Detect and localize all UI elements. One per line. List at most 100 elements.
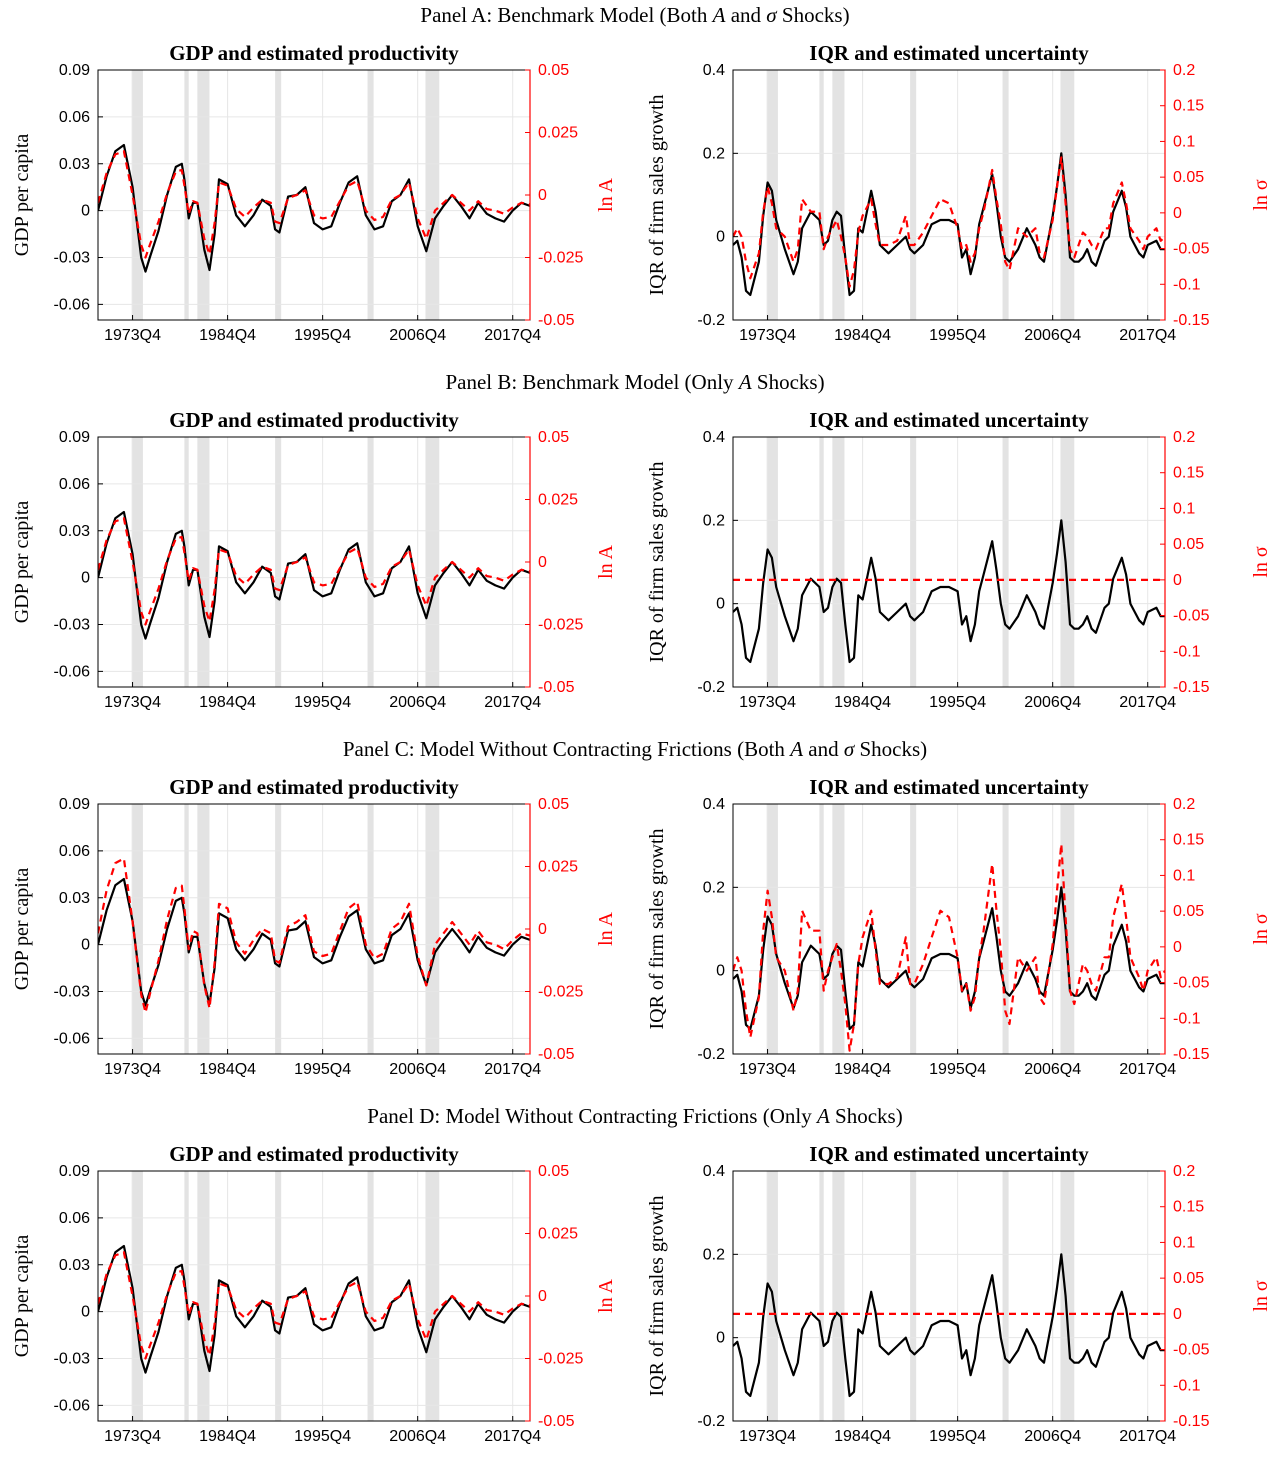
y-right-tick-label: 0 (538, 187, 547, 204)
recession-band (425, 1171, 440, 1421)
recession-band (819, 437, 824, 687)
red-dashed-series (733, 842, 1165, 1052)
plot-frame (732, 803, 1166, 1055)
recession-band (197, 437, 210, 687)
x-tick-label: 1984Q4 (199, 1061, 256, 1078)
recession-band (832, 1171, 845, 1421)
x-tick-label: 1973Q4 (104, 327, 161, 344)
recession-band (832, 70, 845, 320)
y-tick-label: 0.03 (59, 523, 90, 540)
recession-band (1002, 70, 1009, 320)
recession-band (197, 1171, 210, 1421)
y-tick-label: -0.2 (697, 312, 725, 329)
y-tick-label: 0.2 (703, 1246, 725, 1263)
y-right-tick-label: -0.15 (1173, 1046, 1210, 1063)
y-right-tick-label: 0.1 (1173, 500, 1195, 517)
y-right-axis-label: ln A (595, 912, 617, 946)
y-tick-label: 0.09 (59, 429, 90, 446)
y-right-tick-label: -0.05 (538, 312, 575, 329)
recession-band (1060, 1171, 1075, 1421)
y-right-tick-label: 0.05 (1173, 903, 1204, 920)
y-right-tick-label: -0.05 (538, 1413, 575, 1430)
recession-band (910, 70, 917, 320)
recession-band (819, 804, 824, 1054)
y-right-tick-label: 0.1 (1173, 867, 1195, 884)
x-tick-label: 1973Q4 (739, 327, 796, 344)
y-right-tick-label: -0.05 (1173, 241, 1210, 258)
y-right-tick-label: -0.05 (1173, 608, 1210, 625)
recession-band (1002, 804, 1009, 1054)
y-tick-label: 0.4 (703, 429, 725, 446)
y-tick-label: 0 (716, 596, 725, 613)
panel-title-b: Panel B: Benchmark Model (Only A Shocks) (445, 370, 825, 394)
y-right-tick-label: -0.025 (538, 984, 583, 1001)
x-tick-label: 2017Q4 (484, 327, 541, 344)
black-solid-series (733, 519, 1165, 664)
x-tick-label: 1973Q4 (104, 1061, 161, 1078)
x-tick-label: 1995Q4 (294, 694, 351, 711)
y-tick-label: -0.03 (54, 984, 91, 1001)
y-tick-label: 0.09 (59, 1163, 90, 1180)
chart-panel-2-1: IQR and estimated uncertainty 0.4 0.2 0 -0.2… (646, 775, 1270, 1078)
chart-title: IQR and estimated uncertainty (809, 775, 1089, 799)
x-tick-label: 2017Q4 (1119, 1428, 1176, 1445)
y-right-tick-label: -0.1 (1173, 1010, 1201, 1027)
y-right-tick-label: -0.05 (1173, 975, 1210, 992)
y-right-tick-label: 0.025 (538, 1226, 578, 1243)
x-tick-label: 2006Q4 (1024, 327, 1081, 344)
chart-title: GDP and estimated productivity (169, 41, 459, 65)
y-right-tick-label: 0.05 (1173, 536, 1204, 553)
recession-band (367, 1171, 374, 1421)
plot-frame (732, 1170, 1166, 1422)
x-tick-label: 2006Q4 (389, 694, 446, 711)
x-tick-label: 2006Q4 (1024, 1428, 1081, 1445)
recession-band (275, 437, 282, 687)
x-tick-label: 1973Q4 (739, 1428, 796, 1445)
y-right-tick-label: -0.05 (538, 1046, 575, 1063)
y-right-tick-label: -0.025 (538, 250, 583, 267)
y-right-tick-label: 0.025 (538, 492, 578, 509)
x-tick-label: 2006Q4 (389, 1061, 446, 1078)
x-tick-label: 2017Q4 (484, 1061, 541, 1078)
y-right-tick-label: 0 (1173, 572, 1182, 589)
y-right-tick-label: 0.15 (1173, 832, 1204, 849)
y-right-axis-label: ln A (595, 178, 617, 212)
y-right-axis-label: ln A (595, 545, 617, 579)
recession-band (832, 804, 845, 1054)
recession-band (131, 70, 143, 320)
y-axis-label: GDP per capita (11, 1235, 33, 1358)
y-tick-label: 0.06 (59, 843, 90, 860)
y-right-tick-label: -0.15 (1173, 312, 1210, 329)
plot-frame (97, 436, 531, 688)
recession-band (131, 804, 143, 1054)
y-right-tick-label: 0 (538, 1288, 547, 1305)
recession-band (910, 1171, 917, 1421)
panel-title-a: Panel A: Benchmark Model (Both A and σ S… (420, 3, 850, 27)
y-right-tick-label: 0.025 (538, 125, 578, 142)
y-tick-label: 0 (81, 1304, 90, 1321)
x-tick-label: 2017Q4 (484, 694, 541, 711)
plot-frame (732, 436, 1166, 688)
x-tick-label: 1973Q4 (739, 694, 796, 711)
recession-band (131, 1171, 143, 1421)
plot-frame (97, 69, 531, 321)
black-solid-series (733, 1253, 1165, 1398)
y-tick-label: 0.06 (59, 1210, 90, 1227)
recession-band (1002, 1171, 1009, 1421)
y-tick-label: -0.03 (54, 617, 91, 634)
y-tick-label: -0.06 (54, 1397, 91, 1414)
chart-title: IQR and estimated uncertainty (809, 41, 1089, 65)
x-tick-label: 1995Q4 (929, 694, 986, 711)
x-tick-label: 2017Q4 (484, 1428, 541, 1445)
chart-panel-2-0: GDP and estimated productivity 0.09 0.06 0.… (11, 775, 617, 1078)
y-tick-label: 0.03 (59, 890, 90, 907)
y-tick-label: 0 (716, 229, 725, 246)
black-solid-series (733, 886, 1165, 1031)
y-tick-label: 0.4 (703, 1163, 725, 1180)
x-tick-label: 2017Q4 (1119, 1061, 1176, 1078)
x-tick-label: 1995Q4 (294, 1428, 351, 1445)
red-dashed-series (98, 150, 530, 259)
y-right-tick-label: 0.15 (1173, 98, 1204, 115)
panel-title-c: Panel C: Model Without Contracting Frict… (342, 737, 928, 761)
chart-panel-3-1: IQR and estimated uncertainty 0.4 0.2 0 -0.2… (646, 1142, 1270, 1445)
